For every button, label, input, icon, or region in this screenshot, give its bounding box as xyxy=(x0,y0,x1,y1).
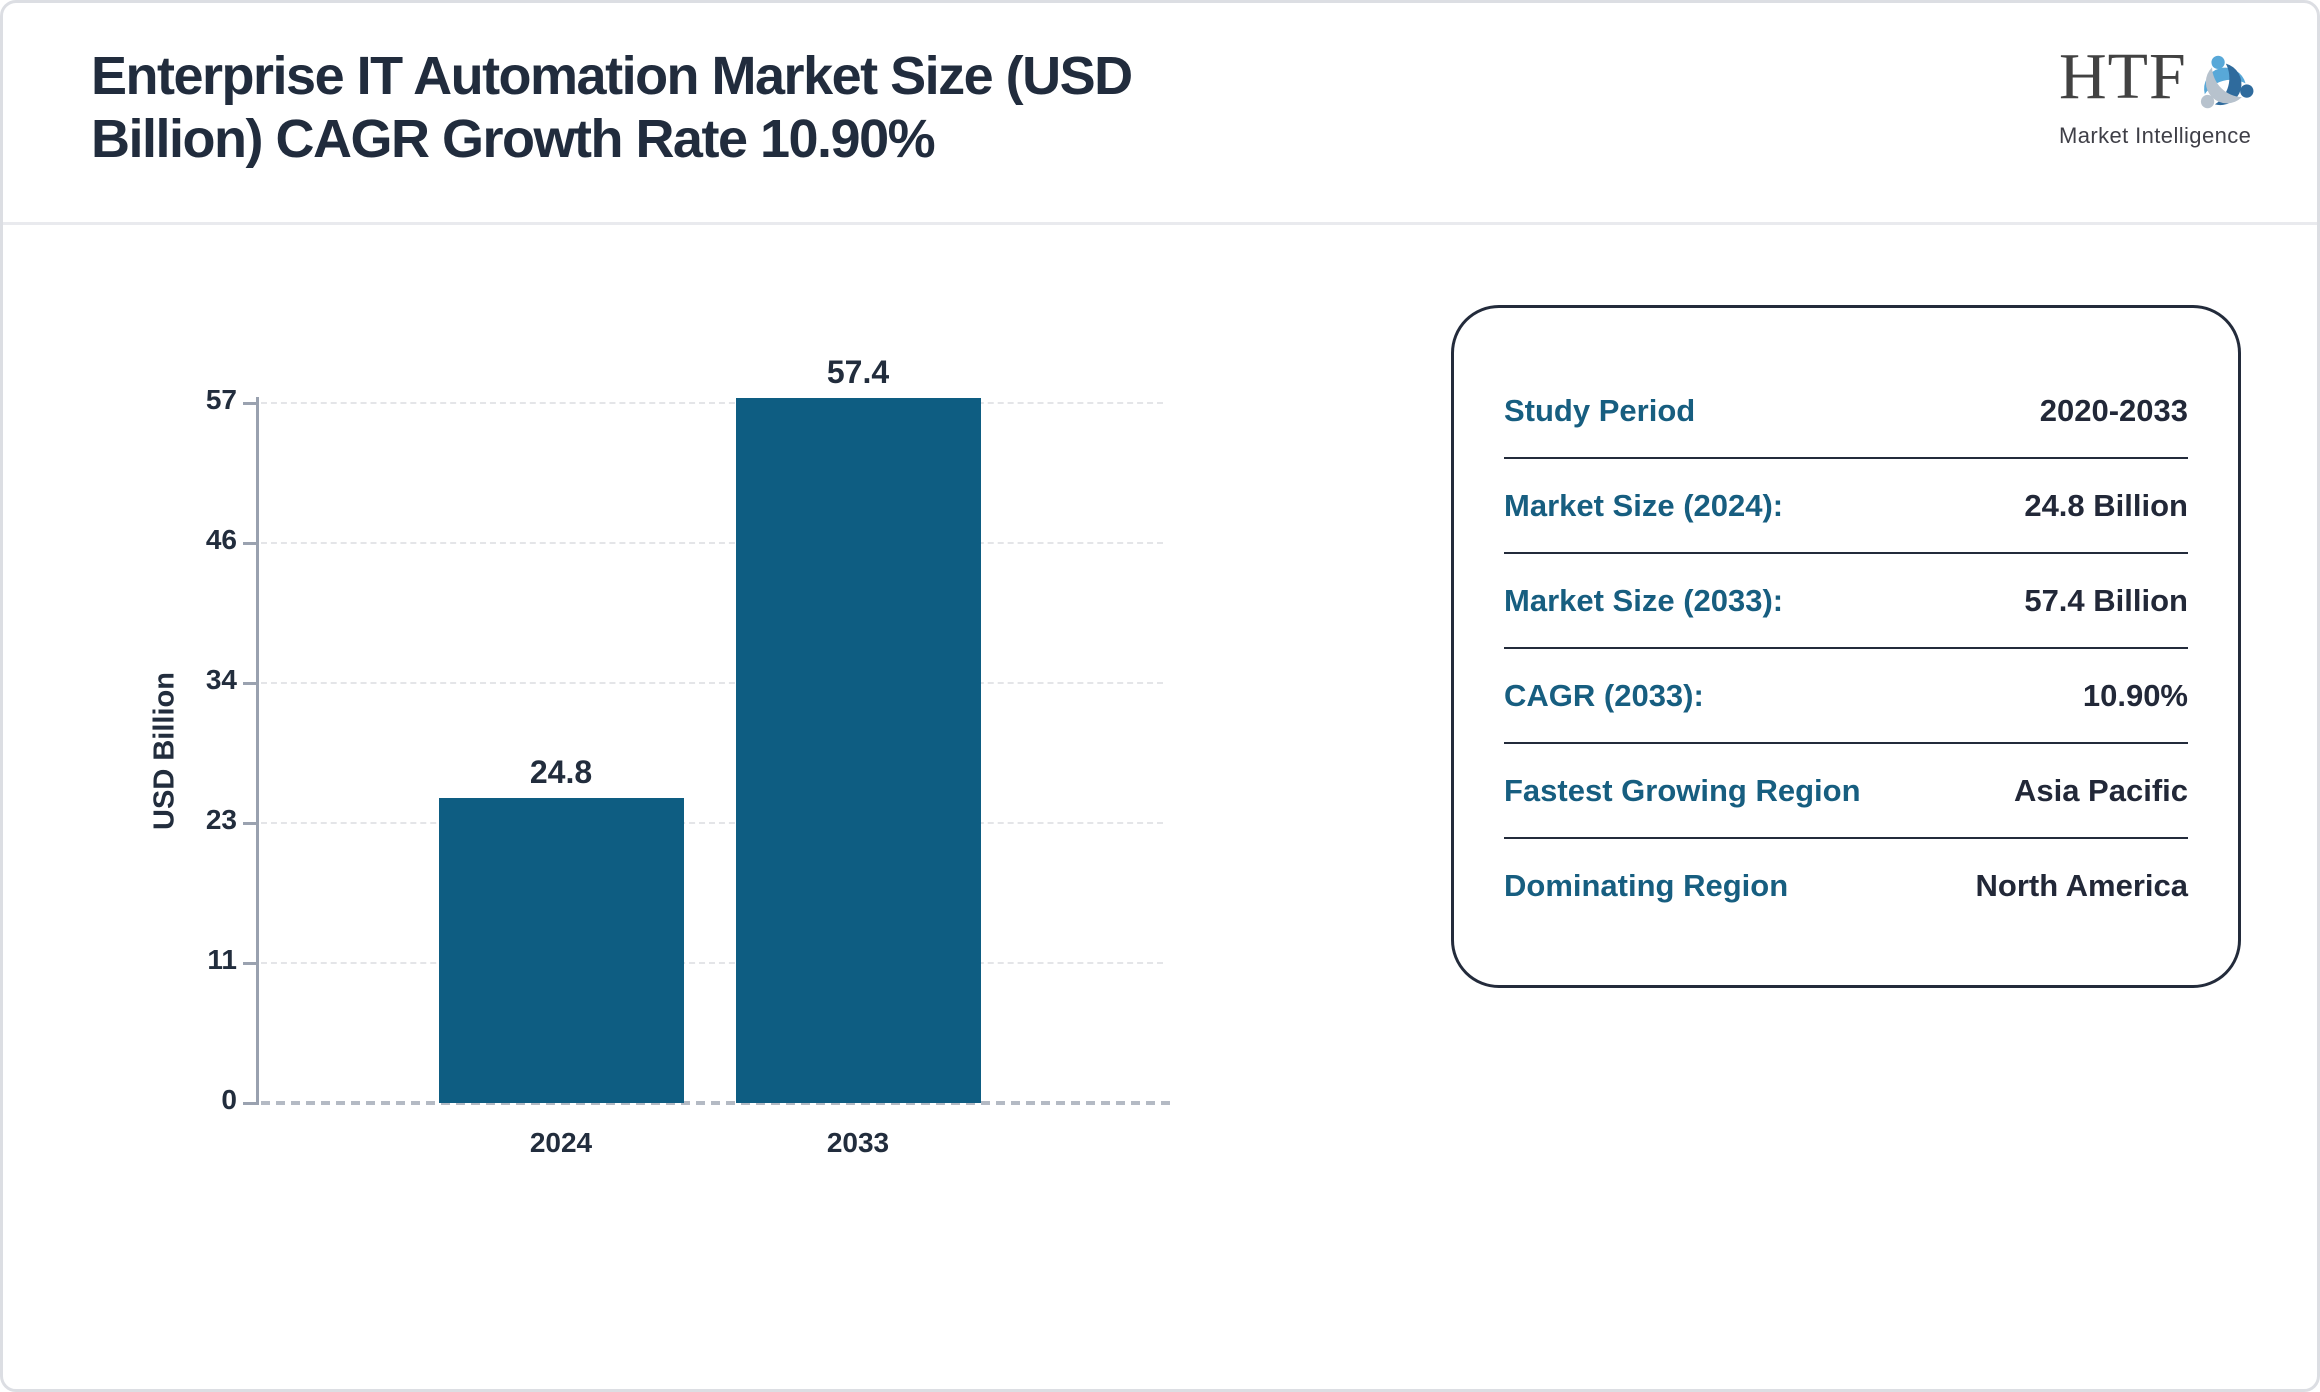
page-title-line-2: Billion) CAGR Growth Rate 10.90% xyxy=(91,109,936,169)
page-title: Enterprise IT Automation Market Size (US… xyxy=(91,45,1133,171)
y-tick-mark xyxy=(243,541,259,545)
y-tick-mark xyxy=(243,1101,259,1105)
summary-panel: Study Period 2020-2033 Market Size (2024… xyxy=(1451,305,2241,988)
table-row: CAGR (2033): 10.90% xyxy=(1504,649,2188,744)
gridline xyxy=(261,682,1163,684)
bar xyxy=(438,798,684,1103)
row-label: CAGR (2033): xyxy=(1504,677,1704,713)
table-row: Dominating Region North America xyxy=(1504,839,2188,932)
row-value: Asia Pacific xyxy=(2013,772,2188,808)
bar-group: 24.8 xyxy=(438,754,684,1103)
row-label: Market Size (2033): xyxy=(1504,582,1784,618)
htf-logo: HTF Market Intelligence xyxy=(2059,33,2259,149)
row-label: Study Period xyxy=(1504,392,1696,428)
bar xyxy=(735,398,981,1103)
y-tick-label: 11 xyxy=(207,944,237,975)
table-row: Market Size (2024): 24.8 Billion xyxy=(1504,459,2188,554)
row-value: 2020-2033 xyxy=(2039,392,2188,428)
y-tick-label: 34 xyxy=(205,664,237,695)
y-tick-label: 57 xyxy=(205,384,237,415)
plot-area: 24.8 57.4 xyxy=(261,354,1163,1103)
htf-logo-swirl-icon xyxy=(2200,55,2254,109)
gridline xyxy=(261,542,1163,544)
table-row: Fastest Growing Region Asia Pacific xyxy=(1504,744,2188,839)
y-tick-label: 23 xyxy=(205,804,237,835)
header-divider xyxy=(3,222,2317,225)
row-value: 10.90% xyxy=(2082,677,2188,713)
row-value: 57.4 Billion xyxy=(2024,582,2188,618)
bar-chart: USD Billion 0 11 23 34 46 57 24.8 57.4 2… xyxy=(3,3,2317,1389)
row-label: Market Size (2024): xyxy=(1504,487,1784,523)
bar-group: 57.4 xyxy=(735,354,981,1103)
y-tick-mark xyxy=(243,681,259,685)
x-tick-label: 2033 xyxy=(826,1127,890,1158)
x-tick-label: 2024 xyxy=(529,1127,593,1158)
row-value: North America xyxy=(1975,867,2188,903)
row-label: Dominating Region xyxy=(1504,867,1789,903)
y-tick-mark xyxy=(243,821,259,825)
table-row: Study Period 2020-2033 xyxy=(1504,364,2188,459)
htf-logo-subtext: Market Intelligence xyxy=(2059,123,2252,148)
y-tick-label: 46 xyxy=(205,524,237,555)
bar-value-label: 24.8 xyxy=(529,754,593,791)
bar-value-label: 57.4 xyxy=(826,354,890,391)
gridline xyxy=(261,402,1163,404)
htf-logo-text: HTF xyxy=(2059,40,2187,113)
gridline xyxy=(261,822,1163,824)
page-title-line-1: Enterprise IT Automation Market Size (US… xyxy=(91,46,1133,106)
y-tick-mark xyxy=(243,401,259,405)
table-row: Market Size (2033): 57.4 Billion xyxy=(1504,554,2188,649)
y-axis-line xyxy=(256,397,259,1105)
y-tick-mark xyxy=(243,961,259,965)
y-tick-label: 0 xyxy=(221,1084,237,1115)
row-value: 24.8 Billion xyxy=(2024,487,2188,523)
gridline xyxy=(261,962,1163,964)
x-axis-baseline xyxy=(261,1101,1175,1105)
row-label: Fastest Growing Region xyxy=(1504,772,1861,808)
